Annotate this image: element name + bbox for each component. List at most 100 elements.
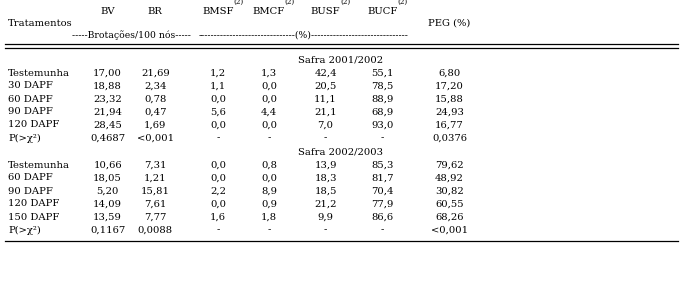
- Text: 85,3: 85,3: [372, 161, 394, 170]
- Text: 42,4: 42,4: [314, 68, 337, 77]
- Text: -: -: [381, 225, 384, 234]
- Text: 1,21: 1,21: [144, 173, 167, 182]
- Text: 1,69: 1,69: [144, 120, 166, 129]
- Text: 17,20: 17,20: [435, 82, 464, 91]
- Text: 60 DAPF: 60 DAPF: [8, 94, 53, 103]
- Text: 81,7: 81,7: [371, 173, 394, 182]
- Text: 0,47: 0,47: [144, 108, 167, 117]
- Text: 0,1167: 0,1167: [90, 225, 125, 234]
- Text: 0,0088: 0,0088: [138, 225, 173, 234]
- Text: 79,62: 79,62: [435, 161, 464, 170]
- Text: (2): (2): [340, 0, 351, 6]
- Text: 70,4: 70,4: [371, 187, 394, 196]
- Text: BUSF: BUSF: [311, 7, 340, 16]
- Text: 90 DAPF: 90 DAPF: [8, 108, 53, 117]
- Text: 48,92: 48,92: [435, 173, 464, 182]
- Text: 14,09: 14,09: [93, 199, 122, 208]
- Text: 7,31: 7,31: [144, 161, 167, 170]
- Text: 68,26: 68,26: [435, 213, 464, 222]
- Text: 60 DAPF: 60 DAPF: [8, 173, 53, 182]
- Text: 8,9: 8,9: [261, 187, 277, 196]
- Text: 78,5: 78,5: [372, 82, 394, 91]
- Text: 15,81: 15,81: [141, 187, 170, 196]
- Text: -: -: [381, 133, 384, 143]
- Text: 55,1: 55,1: [371, 68, 394, 77]
- Text: 0,9: 0,9: [261, 199, 277, 208]
- Text: 0,0376: 0,0376: [432, 133, 467, 143]
- Text: 7,61: 7,61: [144, 199, 166, 208]
- Text: 1,3: 1,3: [261, 68, 277, 77]
- Text: 7,77: 7,77: [144, 213, 166, 222]
- Text: 93,0: 93,0: [372, 120, 394, 129]
- Text: 150 DAPF: 150 DAPF: [8, 213, 59, 222]
- Text: 0,8: 0,8: [261, 161, 277, 170]
- Text: BR: BR: [148, 7, 163, 16]
- Text: 9,9: 9,9: [317, 213, 334, 222]
- Text: 0,0: 0,0: [210, 161, 226, 170]
- Text: 60,55: 60,55: [435, 199, 464, 208]
- Text: 86,6: 86,6: [372, 213, 394, 222]
- Text: 0,0: 0,0: [210, 94, 226, 103]
- Text: 0,0: 0,0: [210, 173, 226, 182]
- Text: 120 DAPF: 120 DAPF: [8, 120, 59, 129]
- Text: 18,3: 18,3: [314, 173, 337, 182]
- Text: BUCF: BUCF: [368, 7, 398, 16]
- Text: 21,69: 21,69: [141, 68, 170, 77]
- Text: 120 DAPF: 120 DAPF: [8, 199, 59, 208]
- Text: 0,0: 0,0: [261, 94, 277, 103]
- Text: BMCF: BMCF: [253, 7, 285, 16]
- Text: -----Brotações/100 nós-----: -----Brotações/100 nós-----: [72, 30, 191, 40]
- Text: 0,0: 0,0: [261, 173, 277, 182]
- Text: -------------------------------(%)-------------------------------: -------------------------------(%)------…: [199, 30, 409, 39]
- Text: 7,0: 7,0: [317, 120, 334, 129]
- Text: 16,77: 16,77: [435, 120, 464, 129]
- Text: (2): (2): [233, 0, 243, 6]
- Text: -: -: [268, 225, 270, 234]
- Text: 20,5: 20,5: [315, 82, 336, 91]
- Text: 4,4: 4,4: [261, 108, 277, 117]
- Text: 0,4687: 0,4687: [90, 133, 125, 143]
- Text: 5,20: 5,20: [97, 187, 118, 196]
- Text: <0,001: <0,001: [431, 225, 468, 234]
- Text: 77,9: 77,9: [372, 199, 394, 208]
- Text: 21,2: 21,2: [314, 199, 337, 208]
- Text: 2,2: 2,2: [210, 187, 226, 196]
- Text: 0,0: 0,0: [210, 120, 226, 129]
- Text: 21,94: 21,94: [93, 108, 122, 117]
- Text: 1,8: 1,8: [261, 213, 277, 222]
- Text: P(>χ²): P(>χ²): [8, 225, 41, 234]
- Text: P(>χ²): P(>χ²): [8, 133, 41, 143]
- Text: 13,59: 13,59: [93, 213, 122, 222]
- Text: -: -: [217, 133, 219, 143]
- Text: 18,05: 18,05: [93, 173, 122, 182]
- Text: 88,9: 88,9: [372, 94, 394, 103]
- Text: 30 DAPF: 30 DAPF: [8, 82, 53, 91]
- Text: 10,66: 10,66: [93, 161, 122, 170]
- Text: 13,9: 13,9: [314, 161, 337, 170]
- Text: 1,1: 1,1: [210, 82, 226, 91]
- Text: 23,32: 23,32: [93, 94, 122, 103]
- Text: 18,88: 18,88: [93, 82, 122, 91]
- Text: Testemunha: Testemunha: [8, 68, 70, 77]
- Text: BV: BV: [100, 7, 115, 16]
- Text: Tratamentos: Tratamentos: [8, 19, 73, 28]
- Text: 6,80: 6,80: [439, 68, 460, 77]
- Text: Safra 2002/2003: Safra 2002/2003: [298, 147, 383, 156]
- Text: 17,00: 17,00: [93, 68, 122, 77]
- Text: 18,5: 18,5: [314, 187, 337, 196]
- Text: -: -: [217, 225, 219, 234]
- Text: 2,34: 2,34: [144, 82, 167, 91]
- Text: 5,6: 5,6: [210, 108, 226, 117]
- Text: Safra 2001/2002: Safra 2001/2002: [298, 56, 383, 65]
- Text: 15,88: 15,88: [435, 94, 464, 103]
- Text: 1,6: 1,6: [210, 213, 226, 222]
- Text: 68,9: 68,9: [372, 108, 394, 117]
- Text: 0,0: 0,0: [210, 199, 226, 208]
- Text: 24,93: 24,93: [435, 108, 464, 117]
- Text: BMSF: BMSF: [202, 7, 234, 16]
- Text: (2): (2): [398, 0, 408, 6]
- Text: -: -: [268, 133, 270, 143]
- Text: 28,45: 28,45: [93, 120, 122, 129]
- Text: 0,0: 0,0: [261, 120, 277, 129]
- Text: 21,1: 21,1: [314, 108, 337, 117]
